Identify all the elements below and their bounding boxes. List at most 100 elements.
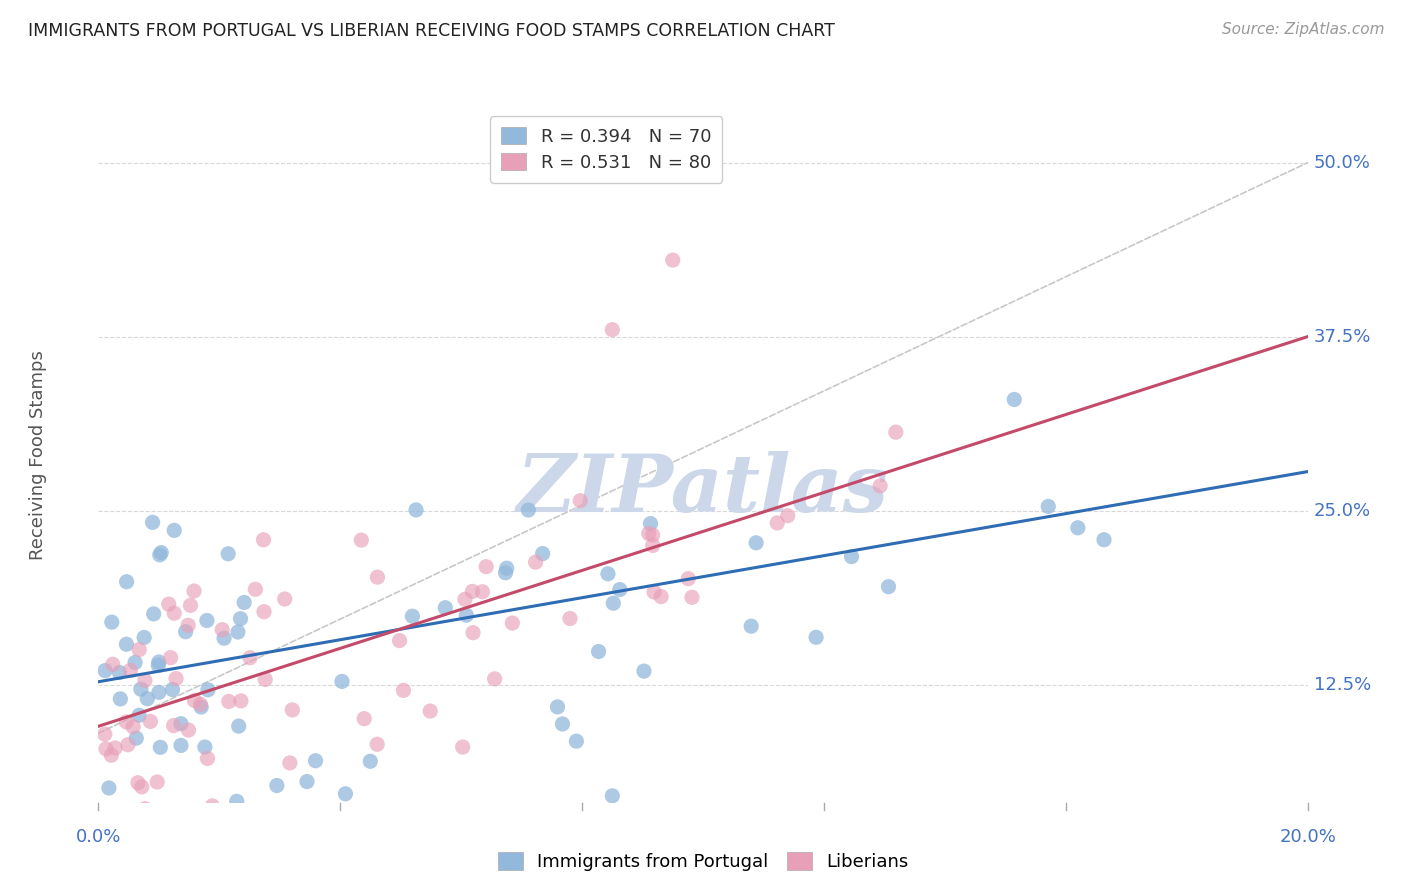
Point xyxy=(266,779,288,793)
Point xyxy=(128,708,150,723)
Point xyxy=(1038,500,1060,514)
Point xyxy=(602,789,624,803)
Point xyxy=(122,823,145,838)
Point xyxy=(252,533,274,547)
Point xyxy=(228,719,250,733)
Point xyxy=(304,754,326,768)
Point xyxy=(641,538,664,552)
Point xyxy=(776,508,799,523)
Point xyxy=(547,699,569,714)
Point xyxy=(484,672,506,686)
Point xyxy=(678,572,700,586)
Text: 0.0%: 0.0% xyxy=(76,828,121,846)
Point xyxy=(163,718,186,732)
Point xyxy=(661,253,683,268)
Point xyxy=(359,754,381,768)
Point xyxy=(100,748,122,763)
Point xyxy=(183,584,205,599)
Point xyxy=(174,624,197,639)
Point xyxy=(278,756,301,770)
Point xyxy=(94,664,117,678)
Text: 80: 80 xyxy=(658,155,683,173)
Text: N =: N = xyxy=(631,155,665,173)
Point xyxy=(558,611,581,625)
Point xyxy=(101,657,124,672)
Point xyxy=(392,683,415,698)
Point xyxy=(366,737,388,751)
Point xyxy=(148,685,170,699)
Point xyxy=(633,664,655,678)
Point xyxy=(165,672,187,686)
Point xyxy=(551,717,574,731)
Point xyxy=(451,739,474,754)
Text: 20.0%: 20.0% xyxy=(1279,828,1336,846)
Point xyxy=(94,823,117,838)
Point xyxy=(461,584,484,599)
Point xyxy=(129,682,152,697)
Point xyxy=(211,623,233,637)
Point xyxy=(401,609,423,624)
Point xyxy=(366,570,388,584)
Point xyxy=(108,665,131,680)
Point xyxy=(146,775,169,789)
Point xyxy=(117,738,139,752)
Point xyxy=(120,664,142,678)
Point xyxy=(588,644,610,658)
Point xyxy=(501,615,523,630)
Point xyxy=(495,566,517,580)
Point xyxy=(766,516,789,530)
Point xyxy=(233,595,256,609)
Point xyxy=(740,619,762,633)
Point xyxy=(197,682,219,697)
Point xyxy=(531,547,554,561)
Point xyxy=(229,694,252,708)
Point xyxy=(1067,521,1090,535)
Point xyxy=(148,655,170,669)
Point xyxy=(226,625,249,640)
Point xyxy=(295,774,318,789)
Point xyxy=(495,561,517,575)
Point xyxy=(524,555,547,569)
Point xyxy=(330,674,353,689)
Point xyxy=(217,547,239,561)
Point xyxy=(179,599,201,613)
Text: N =: N = xyxy=(631,126,665,144)
Text: 70: 70 xyxy=(658,126,683,144)
Point xyxy=(190,700,212,714)
Point xyxy=(149,740,172,755)
Point xyxy=(122,720,145,734)
Point xyxy=(134,673,156,688)
Point xyxy=(127,776,149,790)
Legend: R = 0.394   N = 70, R = 0.531   N = 80: R = 0.394 N = 70, R = 0.531 N = 80 xyxy=(491,116,723,183)
Point xyxy=(201,798,224,813)
Point xyxy=(94,727,117,741)
Text: 50.0%: 50.0% xyxy=(1313,153,1371,171)
Point xyxy=(609,582,631,597)
Point xyxy=(110,692,132,706)
Point xyxy=(115,714,138,729)
Point xyxy=(177,618,200,632)
Point xyxy=(183,693,205,707)
Point xyxy=(510,162,533,177)
Point xyxy=(136,691,159,706)
Point xyxy=(139,714,162,729)
Point xyxy=(804,630,827,644)
Point xyxy=(353,712,375,726)
Point xyxy=(461,625,484,640)
Point xyxy=(194,739,217,754)
Point xyxy=(134,802,156,816)
Point xyxy=(219,823,242,838)
Text: 25.0%: 25.0% xyxy=(1313,501,1371,519)
Point xyxy=(471,584,494,599)
Text: 0.531: 0.531 xyxy=(550,155,607,173)
Point xyxy=(281,703,304,717)
Point xyxy=(225,794,247,808)
Point xyxy=(124,656,146,670)
Point xyxy=(419,704,441,718)
Text: Source: ZipAtlas.com: Source: ZipAtlas.com xyxy=(1222,22,1385,37)
Point xyxy=(131,780,153,794)
Point xyxy=(1092,533,1115,547)
Point xyxy=(454,592,477,607)
Point xyxy=(643,585,665,599)
Point xyxy=(218,694,240,708)
